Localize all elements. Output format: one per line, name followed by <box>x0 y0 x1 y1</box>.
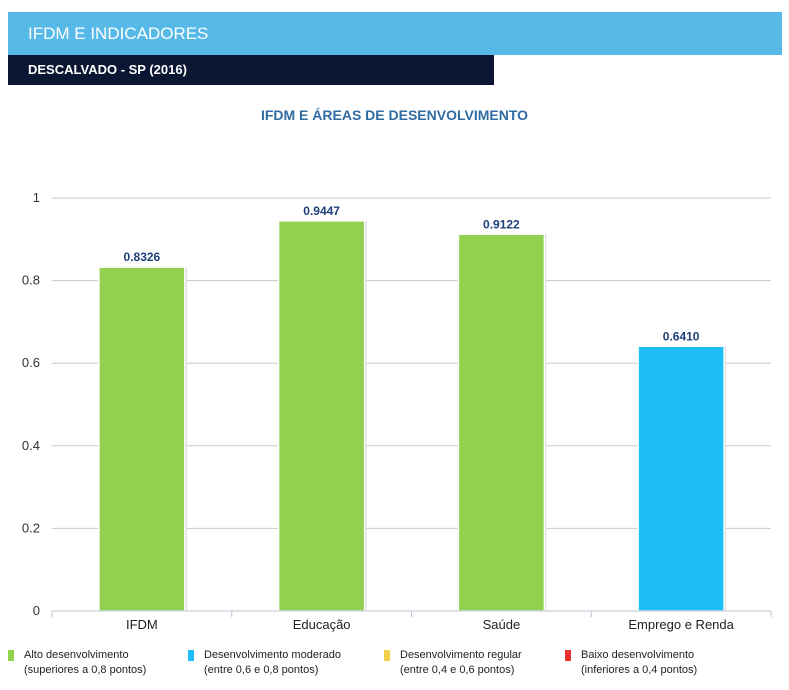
data-label: 0.9447 <box>303 204 340 218</box>
x-tick-label: Educação <box>293 617 351 632</box>
y-tick-label: 0.8 <box>22 273 40 288</box>
bar-chart: 00.20.40.60.81 0.83260.94470.91220.6410 … <box>22 190 772 632</box>
legend-range: (inferiores a 0,4 pontos) <box>581 664 698 676</box>
bar <box>637 345 725 612</box>
legend-range: (entre 0,4 e 0,6 pontos) <box>400 664 515 676</box>
legend-label: Alto desenvolvimento <box>24 649 129 661</box>
legend-range: (superiores a 0,8 pontos) <box>24 664 147 676</box>
bar <box>457 233 546 612</box>
legend-label: Desenvolvimento moderado <box>204 649 341 661</box>
y-tick-label: 0 <box>33 603 40 618</box>
x-tick-label: IFDM <box>126 617 158 632</box>
legend-swatch-alto <box>8 650 14 661</box>
page-subtitle: DESCALVADO - SP (2016) <box>8 55 494 85</box>
legend-swatch-moderado <box>188 650 194 661</box>
y-tick-label: 0.6 <box>22 355 40 370</box>
data-label: 0.8326 <box>124 250 161 264</box>
legend-range: (entre 0,6 e 0,8 pontos) <box>204 664 319 676</box>
legend-label: Desenvolvimento regular <box>400 649 522 661</box>
y-axis: 0 0.2 0.4 0.6 0.8 1 <box>22 190 40 618</box>
data-label: 0.9122 <box>483 217 520 231</box>
bars: 0.8326 0.9447 0.9122 0.6410 <box>98 204 727 612</box>
x-tick-label: Saúde <box>483 617 521 632</box>
y-tick-label: 1 <box>33 190 40 205</box>
legend: Alto desenvolvimento (superiores a 0,8 p… <box>0 648 789 688</box>
legend-label: Baixo desenvolvimento <box>581 649 695 661</box>
y-tick-label: 0.4 <box>22 438 40 453</box>
x-tick-label: Emprego e Renda <box>628 617 734 632</box>
chart-title: IFDM E ÁREAS DE DESENVOLVIMENTO <box>260 107 529 123</box>
data-label: 0.6410 <box>663 329 700 343</box>
y-tick-label: 0.2 <box>22 520 40 535</box>
x-axis: IFDM Educação Saúde Emprego e Renda <box>51 610 772 632</box>
bar <box>98 266 186 612</box>
bar <box>277 220 366 612</box>
legend-swatch-regular <box>384 650 390 661</box>
page-title: IFDM E INDICADORES <box>8 12 782 55</box>
legend-swatch-baixo <box>565 650 571 661</box>
